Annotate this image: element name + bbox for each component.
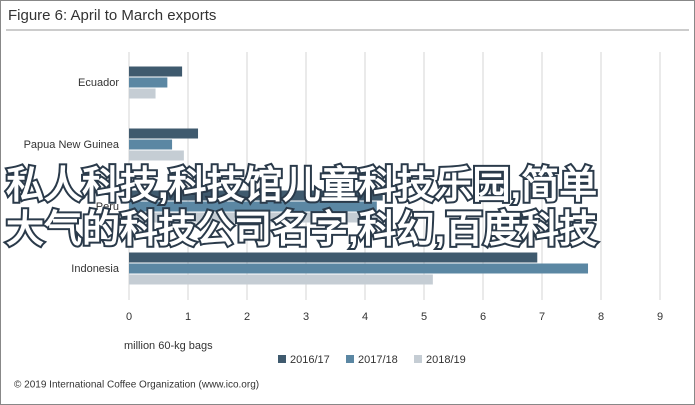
legend-label: 2018/19 xyxy=(426,354,466,366)
legend-label: 2017/18 xyxy=(358,354,398,366)
y-tick-label: Indonesia xyxy=(71,263,120,275)
x-tick-label: 8 xyxy=(598,311,604,323)
bar xyxy=(129,77,168,88)
bar xyxy=(129,128,199,139)
overlay-text: 大气的科技公司名字,科幻,百度科技 xyxy=(6,209,597,251)
bar xyxy=(129,150,184,161)
legend-label: 2016/17 xyxy=(290,354,330,366)
overlay-text: 私人科技,科技馆儿童科技乐园,简单 xyxy=(6,164,597,207)
bar xyxy=(129,190,383,201)
plot: 0 1 2 3 4 5 6 7 8 9 Ecuador Papua New Guinea Peru Ind… xyxy=(24,52,663,323)
bar xyxy=(129,212,389,223)
legend-swatch xyxy=(414,355,422,363)
x-tick-label: 9 xyxy=(657,311,663,323)
x-tick-label: 7 xyxy=(539,311,545,323)
legend-swatch xyxy=(346,355,354,363)
bar xyxy=(129,139,173,150)
x-tick-label: 5 xyxy=(421,311,427,323)
x-axis-label: million 60-kg bags xyxy=(124,340,213,352)
x-tick-label: 4 xyxy=(362,311,368,323)
x-tick-label: 1 xyxy=(185,311,191,323)
chart-title: Figure 6: April to March exports xyxy=(8,7,216,24)
legend-swatch xyxy=(278,355,286,363)
bar xyxy=(129,263,589,274)
x-tick-label: 3 xyxy=(303,311,309,323)
bar xyxy=(129,201,377,212)
y-tick-label: Papua New Guinea xyxy=(24,139,120,151)
y-tick-label: Peru xyxy=(96,201,119,213)
legend: 2016/17 2017/18 2018/19 xyxy=(278,354,466,366)
bar xyxy=(129,88,156,99)
y-tick-label: Ecuador xyxy=(78,77,119,89)
x-tick-label: 2 xyxy=(244,311,250,323)
bar xyxy=(129,252,538,263)
x-tick-label: 0 xyxy=(126,311,132,323)
bar xyxy=(129,274,433,285)
x-tick-label: 6 xyxy=(480,311,486,323)
bar xyxy=(129,66,183,77)
footer: © 2019 International Coffee Organization… xyxy=(14,380,259,391)
